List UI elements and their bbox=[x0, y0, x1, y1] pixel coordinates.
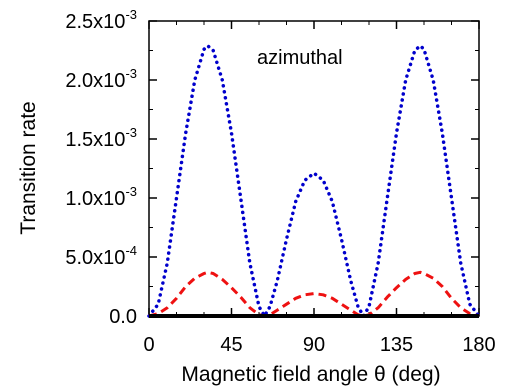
x-tick-label: 135 bbox=[380, 334, 413, 356]
y-tick-labels: 0.0 5.0x10-4 1.0x10-3 1.5x10-3 2.0x10-3 2.5x1… bbox=[65, 7, 137, 328]
y-tick-label: 5.0x10-4 bbox=[65, 243, 137, 269]
x-axis-title: Magnetic field angle θ (deg) bbox=[181, 363, 440, 386]
x-tick-label: 180 bbox=[462, 334, 495, 356]
y-tick-label: 2.0x10-3 bbox=[65, 66, 137, 92]
series-layer bbox=[147, 44, 481, 318]
x-tick-labels: 0 45 90 135 180 bbox=[143, 334, 495, 356]
y-tick-label: 1.5x10-3 bbox=[65, 125, 137, 151]
y-tick-label: 1.0x10-3 bbox=[65, 184, 137, 210]
annotation-azimuthal: azimuthal bbox=[257, 47, 343, 69]
y-tick-label: 0.0 bbox=[109, 306, 137, 328]
y-tick-label: 2.5x10-3 bbox=[65, 7, 137, 33]
x-tick-label: 0 bbox=[143, 334, 154, 356]
x-tick-label: 45 bbox=[220, 334, 242, 356]
x-tick-label: 90 bbox=[303, 334, 325, 356]
y-axis-title: Transition rate bbox=[17, 101, 40, 234]
series-line-dotted bbox=[147, 44, 481, 318]
